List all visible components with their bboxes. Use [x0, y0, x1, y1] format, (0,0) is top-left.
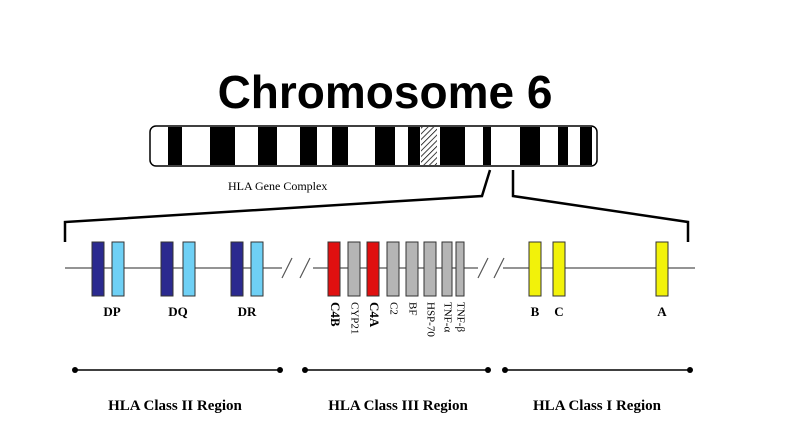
centromere — [421, 127, 437, 165]
chromosome-band — [580, 127, 592, 165]
zoom-lines — [63, 169, 690, 242]
gene-box — [441, 241, 453, 297]
gene-box — [91, 241, 105, 297]
gene-box — [552, 241, 566, 297]
gene-label: C4B — [328, 302, 343, 327]
region-label: HLA Class II Region — [108, 398, 242, 414]
region-label: HLA Class I Region — [533, 398, 662, 414]
chromosome-band — [408, 127, 420, 165]
gene-label: C2 — [387, 302, 399, 315]
complex-label: HLA Gene Complex — [228, 179, 327, 193]
axis-line — [65, 257, 695, 279]
chromosome-band — [558, 127, 568, 165]
gene-label: DQ — [168, 304, 188, 319]
gene-label: TNF-α — [441, 302, 453, 332]
gene-box — [423, 241, 437, 297]
chromosome-band — [300, 127, 317, 165]
gene-label: TNF-β — [454, 302, 466, 332]
chromosome-band — [210, 127, 235, 165]
gene-box — [111, 241, 125, 297]
chromosome-band — [332, 127, 348, 165]
gene-label: HSP-70 — [424, 302, 436, 337]
gene-box — [366, 241, 380, 297]
gene-box — [230, 241, 244, 297]
gene-label: DP — [103, 304, 120, 319]
gene-box — [182, 241, 196, 297]
chromosome-band — [168, 127, 182, 165]
gene-label: C4A — [367, 302, 382, 328]
gene-label: CYP21 — [348, 302, 360, 334]
gene-label: DR — [238, 304, 257, 319]
title: Chromosome 6 — [218, 66, 553, 118]
chromosome-band — [258, 127, 277, 165]
gene-box — [528, 241, 542, 297]
gene-box — [250, 241, 264, 297]
gene-box — [327, 241, 341, 297]
gene-label: A — [657, 304, 667, 319]
gene-box — [405, 241, 419, 297]
region-label: HLA Class III Region — [328, 398, 468, 414]
gene-label: C — [554, 304, 563, 319]
gene-box — [386, 241, 400, 297]
gene-label: BF — [406, 302, 418, 315]
gene-box — [455, 241, 465, 297]
gene-box — [655, 241, 669, 297]
gene-label: B — [531, 304, 540, 319]
gene-box — [160, 241, 174, 297]
chromosome-band — [483, 127, 491, 165]
chromosome — [149, 125, 598, 167]
chromosome-band — [440, 127, 465, 165]
chromosome-band — [520, 127, 540, 165]
chromosome-band — [375, 127, 395, 165]
gene-box — [347, 241, 361, 297]
